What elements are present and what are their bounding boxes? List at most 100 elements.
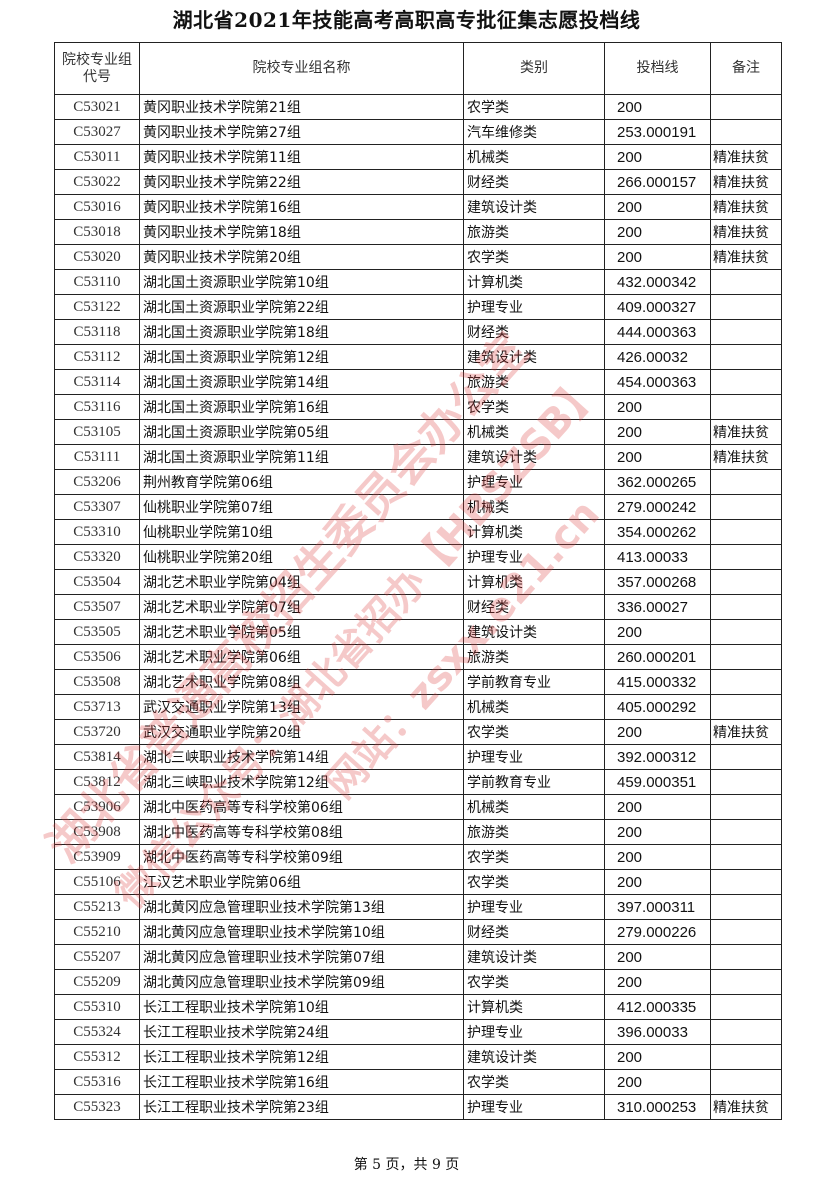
- cell-name: 湖北三峡职业技术学院第14组: [139, 744, 464, 770]
- cell-note: [710, 794, 782, 820]
- cell-code: C55312: [54, 1044, 140, 1070]
- cell-category: 机械类: [463, 494, 605, 520]
- cell-note: [710, 694, 782, 720]
- cell-score: 260.000201: [604, 644, 711, 670]
- cell-code: C53908: [54, 819, 140, 845]
- cell-note: [710, 919, 782, 945]
- cell-score: 310.000253: [604, 1094, 711, 1120]
- table-row: C53011 黄冈职业技术学院第11组 机械类 200 精准扶贫: [54, 144, 782, 170]
- cell-category: 计算机类: [463, 994, 605, 1020]
- cell-code: C53320: [54, 544, 140, 570]
- cell-score: 459.000351: [604, 769, 711, 795]
- cell-note: [710, 269, 782, 295]
- cell-score: 444.000363: [604, 319, 711, 345]
- cell-name: 湖北国土资源职业学院第14组: [139, 369, 464, 395]
- table-row: C53105 湖北国土资源职业学院第05组 机械类 200 精准扶贫: [54, 419, 782, 445]
- cell-score: 396.00033: [604, 1019, 711, 1045]
- table-row: C55310 长江工程职业技术学院第10组 计算机类 412.000335: [54, 994, 782, 1020]
- cell-code: C53812: [54, 769, 140, 795]
- cell-code: C53507: [54, 594, 140, 620]
- cell-code: C53508: [54, 669, 140, 695]
- cell-category: 农学类: [463, 719, 605, 745]
- table-row: C53508 湖北艺术职业学院第08组 学前教育专业 415.000332: [54, 669, 782, 695]
- cell-name: 江汉艺术职业学院第06组: [139, 869, 464, 895]
- cell-score: 200: [604, 944, 711, 970]
- cell-name: 湖北艺术职业学院第04组: [139, 569, 464, 595]
- page-title: 湖北省2021年技能高考高职高专批征集志愿投档线: [172, 8, 641, 32]
- cell-name: 长江工程职业技术学院第23组: [139, 1094, 464, 1120]
- cell-code: C53011: [54, 144, 140, 170]
- table-row: C55213 湖北黄冈应急管理职业技术学院第13组 护理专业 397.000311: [54, 894, 782, 920]
- cell-score: 279.000226: [604, 919, 711, 945]
- cell-name: 湖北黄冈应急管理职业技术学院第07组: [139, 944, 464, 970]
- table-row: C55323 长江工程职业技术学院第23组 护理专业 310.000253 精准扶贫: [54, 1094, 782, 1120]
- cell-name: 湖北艺术职业学院第08组: [139, 669, 464, 695]
- cell-category: 护理专业: [463, 1019, 605, 1045]
- cell-code: C53118: [54, 319, 140, 345]
- cell-name: 黄冈职业技术学院第21组: [139, 94, 464, 120]
- cell-code: C55210: [54, 919, 140, 945]
- cell-score: 336.00027: [604, 594, 711, 620]
- cell-category: 农学类: [463, 969, 605, 995]
- cell-note: 精准扶贫: [710, 219, 782, 245]
- cell-note: [710, 1069, 782, 1095]
- cell-code: C53021: [54, 94, 140, 120]
- cell-category: 计算机类: [463, 569, 605, 595]
- cell-category: 护理专业: [463, 469, 605, 495]
- cell-code: C53112: [54, 344, 140, 370]
- table-row: C53507 湖北艺术职业学院第07组 财经类 336.00027: [54, 594, 782, 620]
- cell-code: C53027: [54, 119, 140, 145]
- cell-note: [710, 644, 782, 670]
- cell-name: 湖北艺术职业学院第05组: [139, 619, 464, 645]
- cell-score: 200: [604, 94, 711, 120]
- cell-category: 旅游类: [463, 819, 605, 845]
- cell-name: 仙桃职业学院第07组: [139, 494, 464, 520]
- cell-note: [710, 619, 782, 645]
- cell-name: 仙桃职业学院第20组: [139, 544, 464, 570]
- table-row: C53018 黄冈职业技术学院第18组 旅游类 200 精准扶贫: [54, 219, 782, 245]
- cell-note: [710, 1044, 782, 1070]
- cell-score: 426.00032: [604, 344, 711, 370]
- cell-score: 200: [604, 144, 711, 170]
- cell-category: 农学类: [463, 244, 605, 270]
- header-code: 院校专业组代号: [54, 42, 140, 95]
- cell-note: 精准扶贫: [710, 719, 782, 745]
- cell-code: C53505: [54, 619, 140, 645]
- cell-code: C53906: [54, 794, 140, 820]
- cell-category: 护理专业: [463, 744, 605, 770]
- cell-name: 长江工程职业技术学院第16组: [139, 1069, 464, 1095]
- cell-code: C53022: [54, 169, 140, 195]
- cell-code: C53016: [54, 194, 140, 220]
- cell-category: 机械类: [463, 144, 605, 170]
- cell-score: 405.000292: [604, 694, 711, 720]
- table-row: C53020 黄冈职业技术学院第20组 农学类 200 精准扶贫: [54, 244, 782, 270]
- cell-note: [710, 969, 782, 995]
- table-row: C55316 长江工程职业技术学院第16组 农学类 200: [54, 1069, 782, 1095]
- cell-code: C53110: [54, 269, 140, 295]
- cell-note: 精准扶贫: [710, 169, 782, 195]
- cell-category: 建筑设计类: [463, 344, 605, 370]
- cell-score: 200: [604, 969, 711, 995]
- table-row: C53021 黄冈职业技术学院第21组 农学类 200: [54, 94, 782, 120]
- cell-category: 建筑设计类: [463, 619, 605, 645]
- cell-score: 200: [604, 619, 711, 645]
- cell-code: C53310: [54, 519, 140, 545]
- cell-score: 200: [604, 819, 711, 845]
- table-row: C53116 湖北国土资源职业学院第16组 农学类 200: [54, 394, 782, 420]
- cell-name: 黄冈职业技术学院第16组: [139, 194, 464, 220]
- cell-note: [710, 469, 782, 495]
- table-row: C53206 荆州教育学院第06组 护理专业 362.000265: [54, 469, 782, 495]
- cell-score: 409.000327: [604, 294, 711, 320]
- cell-name: 湖北国土资源职业学院第18组: [139, 319, 464, 345]
- cell-code: C53506: [54, 644, 140, 670]
- cell-note: [710, 119, 782, 145]
- cell-name: 湖北艺术职业学院第06组: [139, 644, 464, 670]
- table-row: C53505 湖北艺术职业学院第05组 建筑设计类 200: [54, 619, 782, 645]
- table-row: C53112 湖北国土资源职业学院第12组 建筑设计类 426.00032: [54, 344, 782, 370]
- cell-category: 农学类: [463, 394, 605, 420]
- cell-name: 黄冈职业技术学院第27组: [139, 119, 464, 145]
- cell-score: 354.000262: [604, 519, 711, 545]
- cell-note: [710, 894, 782, 920]
- cell-score: 266.000157: [604, 169, 711, 195]
- cell-note: [710, 494, 782, 520]
